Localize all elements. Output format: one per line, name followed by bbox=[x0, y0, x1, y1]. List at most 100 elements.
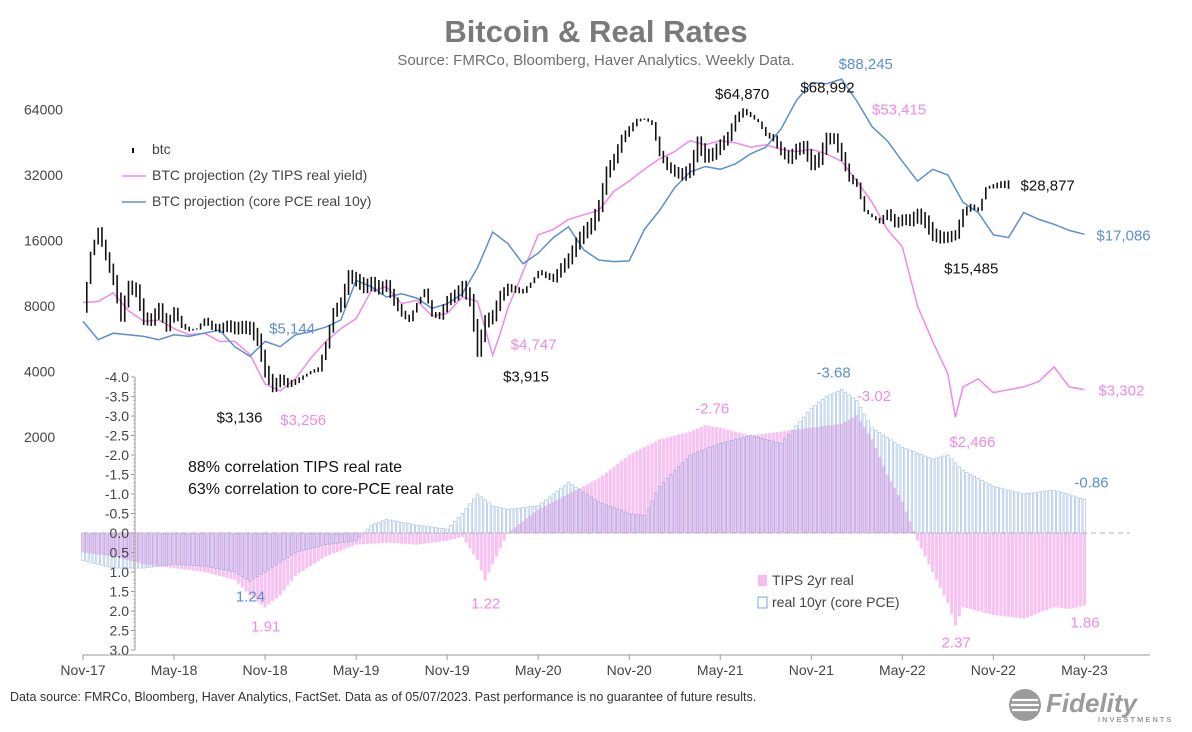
tips-bar bbox=[566, 494, 571, 533]
tips-bar bbox=[589, 482, 593, 533]
bar-layer bbox=[81, 389, 1087, 626]
fidelity-logo: Fidelity INVESTMENTS bbox=[1009, 688, 1173, 724]
tips-bar bbox=[809, 427, 813, 533]
tips-bar bbox=[620, 460, 624, 533]
tips-bar bbox=[85, 533, 89, 553]
core-bar bbox=[574, 486, 578, 534]
tips-bar bbox=[460, 533, 464, 537]
tips-bar bbox=[1063, 533, 1068, 609]
core-bar bbox=[1078, 497, 1083, 534]
footer-disclaimer: Data source: FMRCo, Bloomberg, Haver Ana… bbox=[10, 690, 757, 704]
tips-projection-line bbox=[82, 139, 1085, 418]
tips-bar bbox=[119, 533, 123, 559]
tips-bar bbox=[718, 427, 722, 533]
x-tick-label: Nov-19 bbox=[425, 662, 470, 678]
tips-bar bbox=[722, 428, 726, 533]
tips-bar bbox=[547, 503, 552, 533]
core-bar bbox=[521, 507, 525, 534]
top-y-tick-label: 4000 bbox=[24, 364, 55, 380]
tips-bar bbox=[187, 533, 191, 571]
core-bar bbox=[1022, 493, 1026, 534]
tips-bar bbox=[483, 533, 487, 581]
core-bar bbox=[896, 444, 901, 534]
rate-label: -3.02 bbox=[857, 388, 891, 405]
core-bar bbox=[851, 397, 855, 534]
core-bar bbox=[752, 436, 757, 534]
tips-bar bbox=[654, 441, 658, 533]
core-bar bbox=[358, 532, 362, 538]
tips-bar bbox=[623, 457, 628, 533]
tips-bar bbox=[456, 533, 461, 538]
tips-bar bbox=[1056, 533, 1060, 608]
tips-bar bbox=[422, 533, 426, 544]
tips-bar bbox=[771, 432, 775, 533]
tips-bar bbox=[1025, 533, 1030, 618]
tips-bar bbox=[293, 533, 298, 576]
core-bar bbox=[179, 532, 184, 566]
tips-bar bbox=[631, 453, 635, 533]
core-bar bbox=[377, 521, 381, 534]
core-bar bbox=[862, 413, 867, 534]
tips-bar bbox=[517, 524, 521, 533]
core-bar bbox=[240, 532, 244, 578]
tips-bar bbox=[855, 415, 859, 533]
tips-bar bbox=[639, 449, 643, 533]
price-label: $88,245 bbox=[839, 56, 893, 73]
tips-bar bbox=[126, 533, 131, 561]
core-bar bbox=[665, 478, 669, 534]
core-bar bbox=[418, 525, 423, 534]
tips-bar bbox=[198, 533, 203, 572]
fidelity-logo-subtitle: INVESTMENTS bbox=[1098, 715, 1173, 724]
fidelity-logo-stripes-icon bbox=[1011, 698, 1039, 712]
tips-bar bbox=[1033, 533, 1037, 615]
tips-bar bbox=[570, 492, 574, 533]
tips-bar bbox=[1018, 533, 1022, 619]
chart-title: Bitcoin & Real Rates bbox=[444, 14, 748, 49]
legend-label: BTC projection (core PCE real 10y) bbox=[152, 193, 371, 209]
tips-bar bbox=[217, 533, 222, 576]
tips-bar bbox=[821, 426, 825, 533]
core-bar bbox=[403, 522, 408, 534]
tips-bar bbox=[149, 533, 153, 566]
tips-bar bbox=[862, 427, 867, 533]
tips-bar bbox=[115, 533, 119, 558]
top-y-tick-label: 16000 bbox=[24, 233, 63, 249]
tips-bar bbox=[555, 499, 559, 533]
tips-bar bbox=[1014, 533, 1018, 618]
tips-bar bbox=[225, 533, 229, 578]
rate-label: 1.24 bbox=[236, 588, 265, 605]
tips-bar bbox=[608, 469, 612, 533]
tips-bar bbox=[464, 533, 468, 543]
core-bar bbox=[331, 532, 336, 545]
tips-bar bbox=[259, 533, 263, 605]
price-label: $3,256 bbox=[280, 412, 326, 429]
tips-bar bbox=[767, 433, 772, 533]
core-bar bbox=[259, 532, 263, 575]
tips-bar bbox=[540, 507, 544, 533]
tips-bar bbox=[923, 533, 927, 557]
tips-bar bbox=[145, 533, 150, 565]
core-bar bbox=[339, 532, 343, 544]
tips-bar bbox=[1010, 533, 1014, 618]
tips-bar bbox=[995, 533, 999, 616]
core-bar bbox=[699, 450, 703, 534]
core-bar bbox=[123, 532, 127, 569]
core-bar bbox=[460, 513, 464, 534]
tips-bar bbox=[381, 533, 385, 543]
tips-bar bbox=[487, 533, 491, 573]
tips-bar bbox=[585, 484, 590, 533]
x-tick-label: Nov-18 bbox=[243, 662, 288, 678]
x-tick-label: May-23 bbox=[1061, 662, 1108, 678]
core-bar bbox=[502, 508, 506, 534]
tips-bar bbox=[96, 533, 100, 555]
tips-bar bbox=[301, 533, 305, 572]
core-bar bbox=[407, 523, 411, 534]
core-bar bbox=[350, 532, 354, 542]
correlation-annotation: 63% correlation to core-PCE real rate bbox=[188, 481, 454, 498]
tips-bar bbox=[502, 533, 506, 541]
tips-bar bbox=[711, 426, 715, 533]
core-bar bbox=[843, 391, 848, 534]
tips-bar bbox=[415, 533, 419, 545]
tips-bar bbox=[437, 533, 442, 542]
tips-bar bbox=[942, 533, 946, 596]
